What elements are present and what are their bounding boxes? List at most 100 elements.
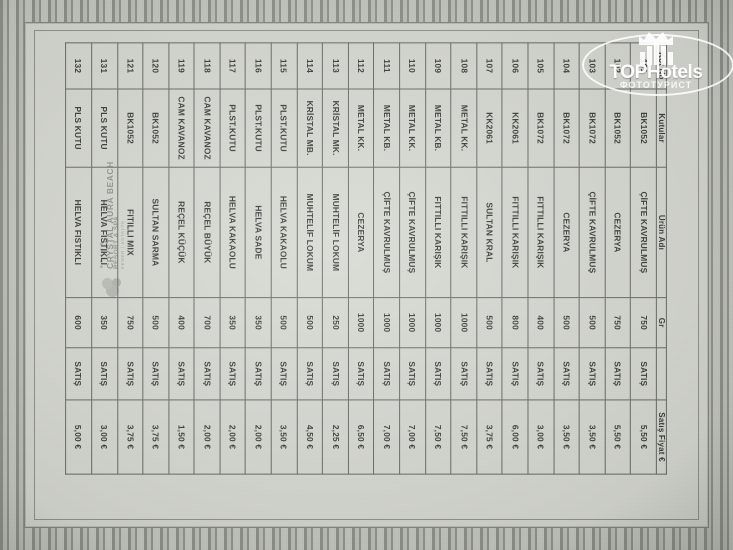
cell-gr: 500: [142, 297, 169, 348]
cell-gr: 1000: [373, 297, 400, 348]
cell-kot-no: 109: [425, 42, 452, 89]
cell-kot-no: 103: [579, 42, 606, 89]
cell-islem-tipi: SATIŞ: [142, 347, 169, 400]
cell-satis-fiyat: 7,50 €: [451, 399, 477, 475]
cell-kot-no: 121: [117, 42, 143, 89]
cell-kutular: PLS KUTU: [65, 88, 92, 168]
cell-islem-tipi: SATIŞ: [348, 347, 374, 400]
cell-gr: 1000: [425, 297, 452, 348]
cell-urun-adi: ÇİFTE KAVRULMUŞ: [630, 167, 657, 298]
cell-urun-adi: ÇİFTE KAVRULMUŞ: [399, 167, 426, 298]
table-row: 131 PLS KUTU HELVA FISTIKLI 350 SATIŞ 3,00 €: [91, 42, 118, 475]
table-row: 120 BK1052 SULTAN SARMA 500 SATIŞ 3,75 €: [142, 42, 169, 475]
cell-kutular: BK1052: [117, 88, 143, 168]
table-row: 107 KK2061 SULTAN KRAL 500 SATIŞ 3,75 €: [476, 42, 503, 475]
cell-islem-tipi: SATIŞ: [451, 347, 477, 400]
table-row: 108 METAL KK. FITTILLI KARIŞIK 1000 SATIŞ 7,5…: [451, 42, 477, 475]
cell-kutular: METAL KK.: [399, 88, 426, 168]
cell-satis-fiyat: 7,50 €: [425, 399, 452, 475]
cell-satis-fiyat: 3,50 €: [579, 399, 606, 475]
cell-urun-adi: HELVA FISTIKLI: [91, 167, 118, 298]
table-header-row: Kot No Kutular Ürün Adı Gr Satış Fiyat €: [656, 42, 667, 475]
table-row: 104 BK1072 CEZERYA 500 SATIŞ 3,50 €: [553, 42, 580, 475]
column-header-urun-adi: Ürün Adı: [656, 167, 667, 298]
cell-satis-fiyat: 3,75 €: [476, 399, 503, 475]
column-header-islem-tipi: [656, 347, 667, 400]
cell-urun-adi: REÇEL KÜÇÜK: [168, 167, 195, 298]
cell-satis-fiyat: 3,75 €: [117, 399, 143, 475]
cell-urun-adi: FITTILLI KARIŞIK: [451, 167, 477, 298]
cell-islem-tipi: SATIŞ: [579, 347, 606, 400]
cell-urun-adi: CEZERYA: [605, 167, 631, 298]
cell-satis-fiyat: 3,50 €: [271, 399, 297, 475]
cell-islem-tipi: SATIŞ: [194, 347, 220, 400]
price-list-table: Kot No Kutular Ürün Adı Gr Satış Fiyat €…: [65, 42, 667, 475]
table-row: 121 BK1052 FITILLI MIX 750 SATIŞ 3,75 €: [117, 42, 143, 475]
column-header-kutular: Kutular: [656, 88, 667, 168]
cell-urun-adi: CEZERYA: [553, 167, 580, 298]
cell-kot-no: 114: [296, 42, 323, 89]
table-row: 116 PLST.KUTU HELVA SADE 350 SATIŞ 2,00 €: [245, 42, 272, 475]
cell-gr: 500: [296, 297, 323, 348]
cell-gr: 500: [553, 297, 580, 348]
cell-satis-fiyat: 2,00 €: [245, 399, 272, 475]
cell-satis-fiyat: 4,50 €: [296, 399, 323, 475]
cell-gr: 350: [245, 297, 272, 348]
cell-urun-adi: FITILLI MIX: [117, 167, 143, 298]
cell-urun-adi: CEZERYA: [348, 167, 374, 298]
cell-satis-fiyat: 2,00 €: [194, 399, 220, 475]
table-body: 101 BK1052 ÇİFTE KAVRULMUŞ 750 SATIŞ 5,50 €10…: [65, 42, 657, 475]
cell-kutular: METAL KB.: [373, 88, 400, 168]
cell-urun-adi: FITTILLI KARIŞIK: [425, 167, 452, 298]
table-row: 106 KK2061 FITTILLI KARIŞIK 800 SATIŞ 6,00 €: [502, 42, 529, 475]
table-row: 115 PLST.KUTU HELVA KAKAOLU 500 SATIŞ 3,50 €: [271, 42, 297, 475]
cell-kutular: PLST.KUTU: [245, 88, 272, 168]
table-row: 119 CAM KAVANOZ REÇEL KÜÇÜK 400 SATIŞ 1,50 €: [168, 42, 195, 475]
cell-kutular: KRİSTAL MK.: [322, 88, 349, 168]
cell-kutular: PLST.KUTU: [219, 88, 246, 168]
cell-kot-no: 115: [271, 42, 297, 89]
cell-islem-tipi: SATIŞ: [476, 347, 503, 400]
cell-gr: 750: [630, 297, 657, 348]
cell-islem-tipi: SATIŞ: [65, 347, 92, 400]
cell-kot-no: 101: [630, 42, 657, 89]
cell-gr: 400: [528, 297, 554, 348]
cell-satis-fiyat: 6,00 €: [502, 399, 529, 475]
cell-islem-tipi: SATIŞ: [605, 347, 631, 400]
cell-islem-tipi: SATIŞ: [373, 347, 400, 400]
cell-kot-no: 112: [348, 42, 374, 89]
cell-kutular: BK1072: [553, 88, 580, 168]
cell-kutular: KK2061: [476, 88, 503, 168]
cell-kot-no: 107: [476, 42, 503, 89]
cell-gr: 500: [579, 297, 606, 348]
cell-kot-no: 113: [322, 42, 349, 89]
cell-satis-fiyat: 3,75 €: [142, 399, 169, 475]
column-header-gr: Gr: [656, 297, 667, 348]
table-row: 105 BK1072 FITTILLI KARIŞIK 400 SATIŞ 3,00 €: [528, 42, 554, 475]
cell-gr: 400: [168, 297, 195, 348]
cell-kot-no: 108: [451, 42, 477, 89]
cell-kutular: KK2061: [502, 88, 529, 168]
cell-gr: 500: [476, 297, 503, 348]
cell-kutular: BK1072: [528, 88, 554, 168]
table-row: 109 METAL KB. FITTILLI KARIŞIK 1000 SATIŞ 7,5…: [425, 42, 452, 475]
cell-gr: 750: [605, 297, 631, 348]
cell-urun-adi: SULTAN SARMA: [142, 167, 169, 298]
cell-islem-tipi: SATIŞ: [91, 347, 118, 400]
cell-urun-adi: SULTAN KRAL: [476, 167, 503, 298]
cell-satis-fiyat: 3,00 €: [91, 399, 118, 475]
price-list-table-container: Kot No Kutular Ürün Adı Gr Satış Fiyat €…: [65, 42, 667, 475]
table-header: Kot No Kutular Ürün Adı Gr Satış Fiyat €: [656, 42, 667, 475]
cell-kot-no: 117: [219, 42, 246, 89]
cell-kutular: CAM KAVANOZ: [194, 88, 220, 168]
cell-satis-fiyat: 6,50 €: [348, 399, 374, 475]
cell-satis-fiyat: 5,50 €: [605, 399, 631, 475]
cell-kutular: METAL KK.: [348, 88, 374, 168]
cell-kutular: PLS KUTU: [91, 88, 118, 168]
cell-urun-adi: HELVA SADE: [245, 167, 272, 298]
cell-gr: 500: [271, 297, 297, 348]
table-row: 114 KRİSTAL MB. MUHTELİF LOKUM 500 SATIŞ 4,50…: [296, 42, 323, 475]
cell-urun-adi: HELVA KAKAOLU: [271, 167, 297, 298]
cell-gr: 600: [65, 297, 92, 348]
cell-kutular: BK1052: [142, 88, 169, 168]
